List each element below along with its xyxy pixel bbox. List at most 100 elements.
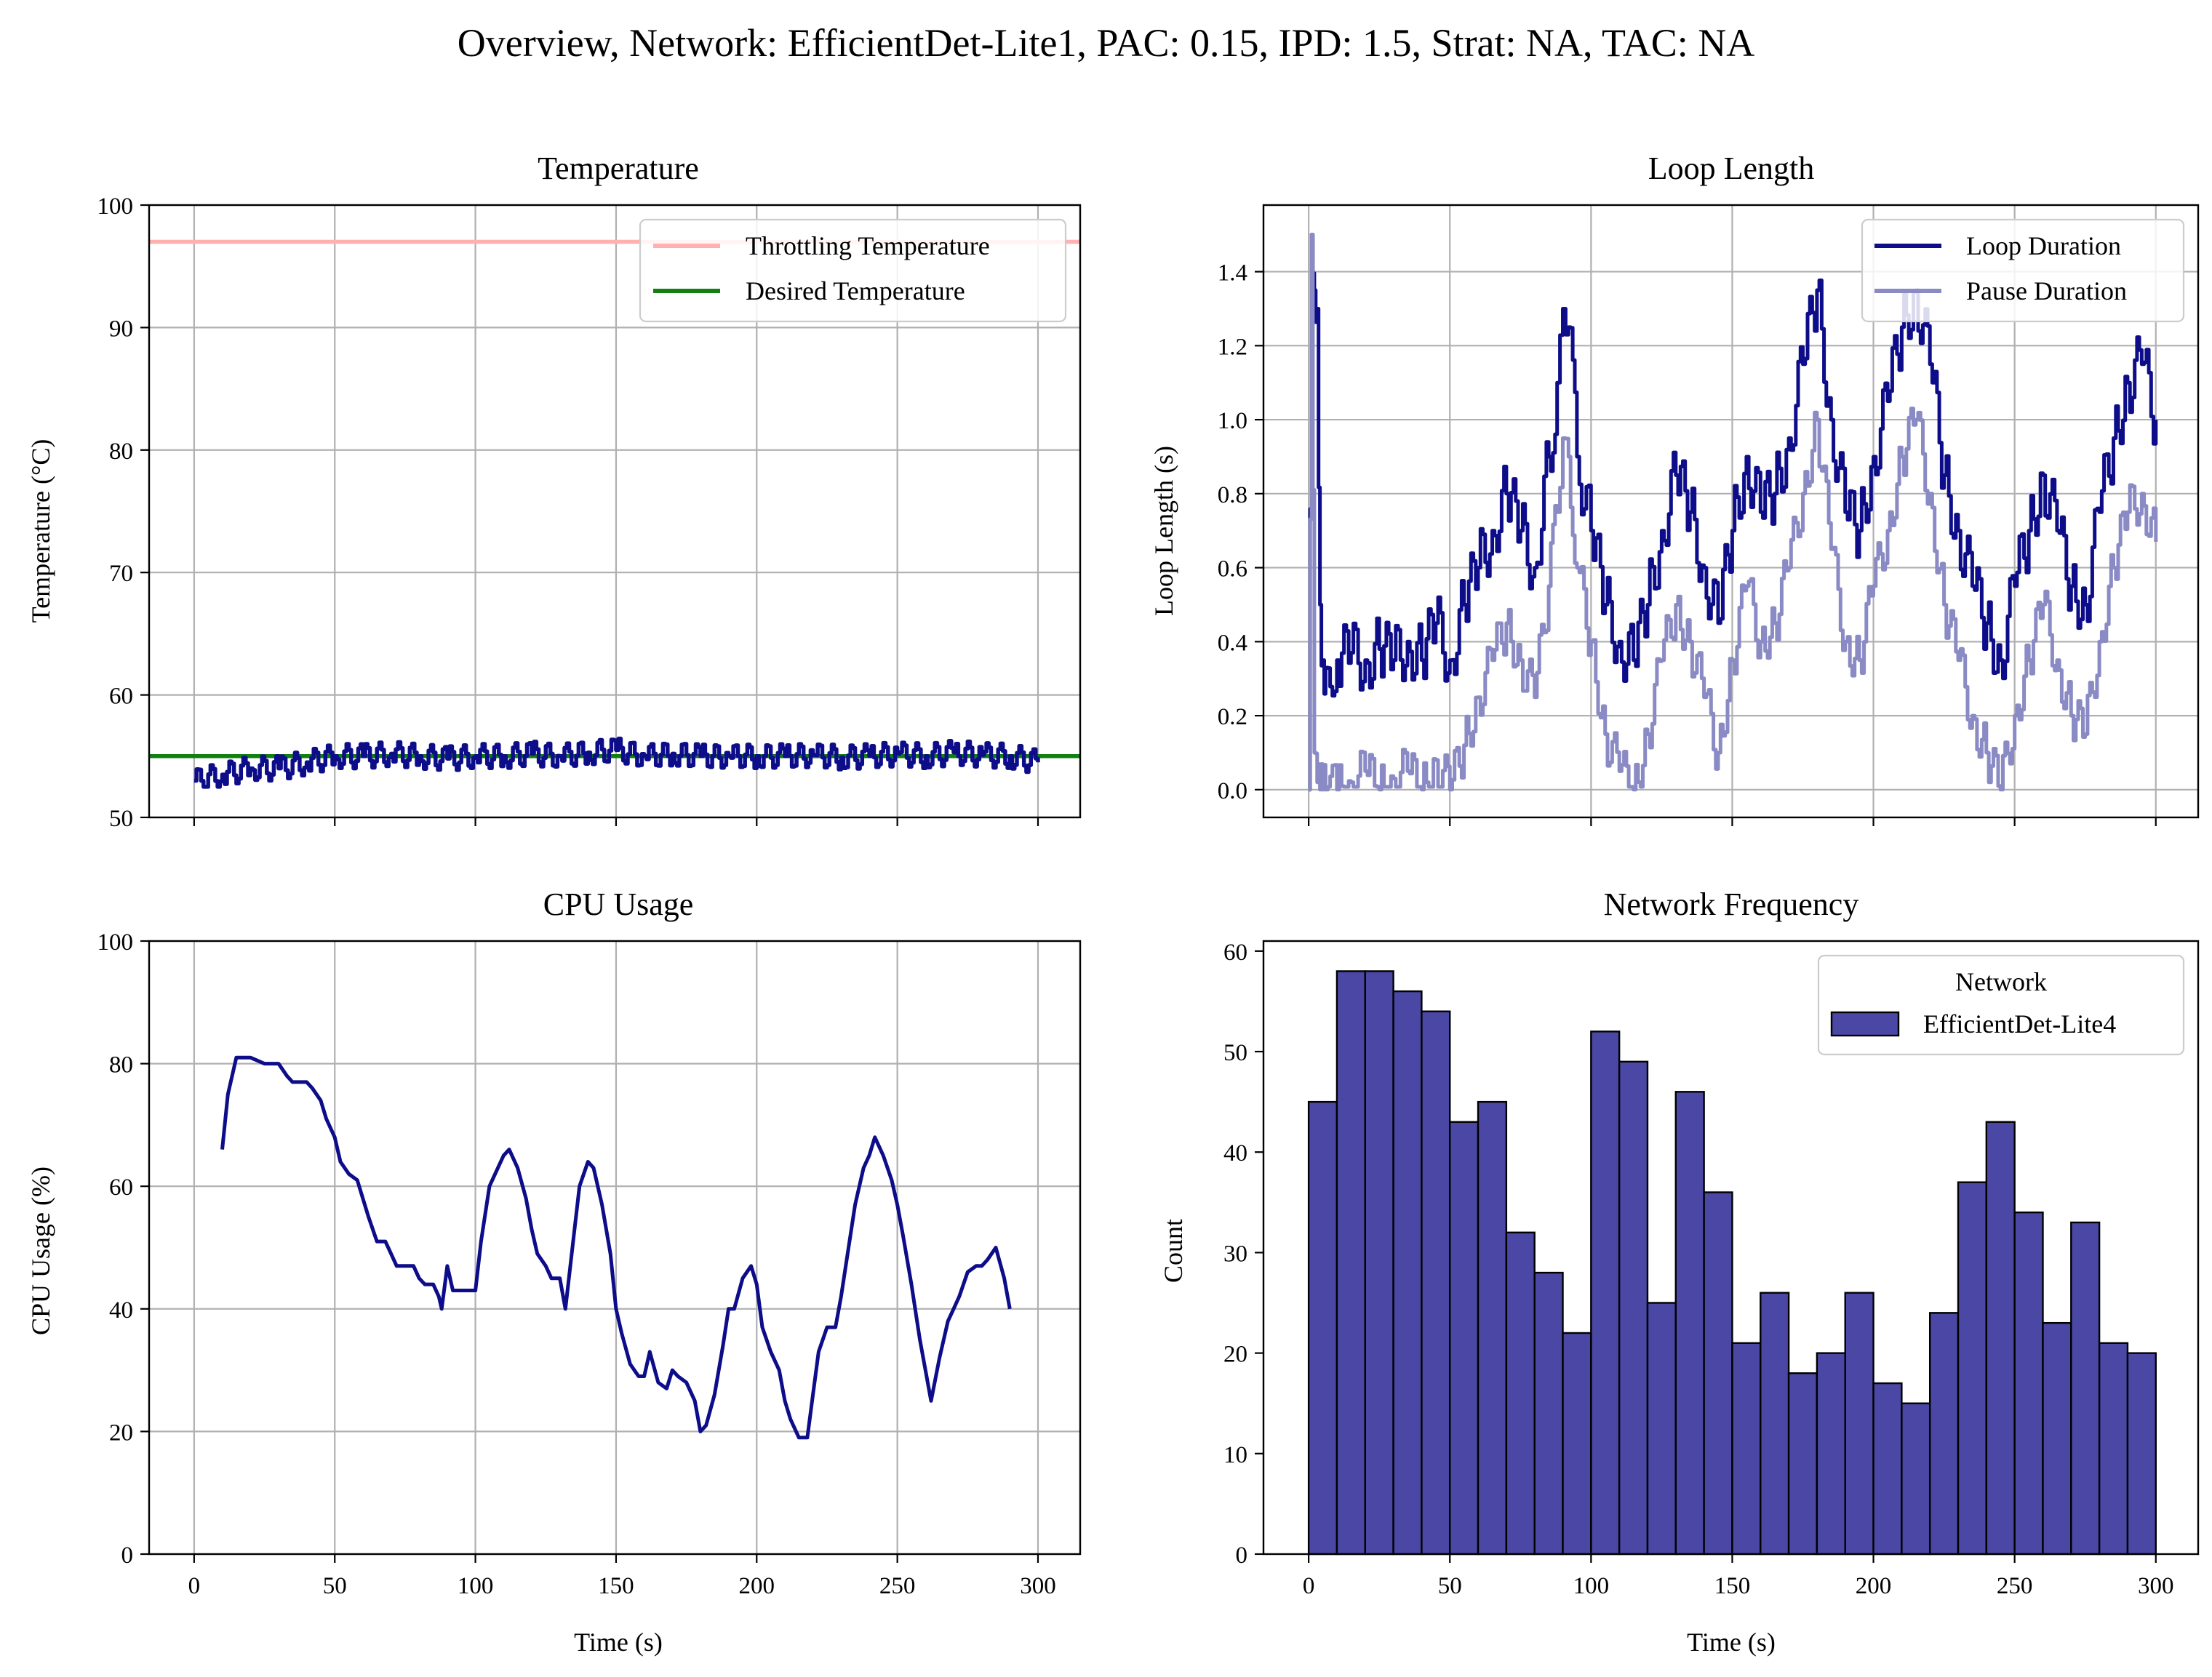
network-frequency-ytick-label-2: 20	[1223, 1342, 1247, 1368]
temperature-legend-label-throttling: Throttling Temperature	[746, 231, 990, 260]
histogram-bar-1	[1335, 970, 1366, 1556]
temperature-ytick-label-0: 50	[109, 806, 133, 832]
network-frequency-xtick-label-50: 50	[1438, 1573, 1462, 1599]
temperature-axes-frame	[148, 204, 1082, 819]
network-frequency-legend-swatch	[1830, 1011, 1900, 1037]
figure-title: Overview, Network: EfficientDet-Lite1, P…	[457, 21, 1755, 65]
network-frequency-ytick-label-1: 10	[1223, 1442, 1247, 1468]
temperature-series-0-line	[193, 736, 1040, 789]
cpu-usage-xtick-label-0: 0	[188, 1573, 201, 1599]
cpu-usage-x-axis-label: Time (s)	[574, 1628, 663, 1657]
histogram-bar-14	[1703, 1191, 1733, 1556]
histogram-bar-20	[1872, 1382, 1903, 1556]
temperature-ytick-label-5: 100	[97, 193, 134, 220]
histogram-bar-8	[1533, 1271, 1564, 1556]
histogram-bar-4	[1421, 1010, 1451, 1556]
temperature-y-axis-label: Temperature (°C)	[26, 439, 55, 623]
histogram-bar-23	[1957, 1181, 1988, 1556]
network-frequency-ytick-label-0: 0	[1236, 1542, 1248, 1569]
cpu-usage-xtick-label-200: 200	[739, 1573, 775, 1599]
cpu-usage-grid	[149, 940, 1080, 1556]
cpu-usage-ytick-label-4: 80	[109, 1052, 133, 1078]
loop-length-ytick-label-2: 0.4	[1218, 630, 1247, 656]
network-frequency-legend-label: EfficientDet-Lite4	[1923, 1009, 2116, 1038]
cpu-usage-series	[220, 1055, 1012, 1440]
temperature-panel: Temperature Temperature (°C) 50 60 70 80 90 1…	[26, 151, 1082, 832]
histogram-bar-19	[1844, 1292, 1874, 1556]
network-frequency-ytick-label-5: 50	[1223, 1040, 1247, 1066]
loop-length-ytick-label-3: 0.6	[1218, 556, 1247, 583]
loop-length-panel-title: Loop Length	[1648, 151, 1815, 186]
loop-length-legend-label-loop: Loop Duration	[1966, 231, 2121, 260]
histogram-bar-13	[1674, 1091, 1705, 1556]
histogram-bar-25	[2013, 1211, 2044, 1556]
temperature-legend-box	[639, 218, 1067, 323]
histogram-bar-12	[1646, 1302, 1677, 1556]
temperature-y-ticks: 50 60 70 80 90 100	[97, 193, 149, 832]
cpu-usage-ytick-label-5: 100	[97, 929, 134, 956]
cpu-usage-xtick-label-50: 50	[323, 1573, 347, 1599]
cpu-usage-xtick-label-100: 100	[458, 1573, 494, 1599]
histogram-bar-28	[2098, 1342, 2129, 1556]
cpu-usage-ytick-label-1: 20	[109, 1420, 133, 1446]
network-frequency-xtick-label-200: 200	[1856, 1573, 1892, 1599]
loop-length-ytick-label-5: 1.0	[1218, 408, 1247, 434]
histogram-bar-27	[2070, 1221, 2101, 1556]
temperature-ytick-label-1: 60	[109, 684, 133, 710]
cpu-usage-axes-frame	[148, 940, 1082, 1556]
network-frequency-legend: Network EfficientDet-Lite4	[1817, 954, 2185, 1056]
cpu-usage-xtick-label-250: 250	[879, 1573, 916, 1599]
network-frequency-xtick-label-300: 300	[2138, 1573, 2174, 1599]
temperature-legend: Throttling Temperature Desired Temperatu…	[639, 218, 1067, 323]
network-frequency-axes-frame	[1262, 940, 2200, 1556]
temperature-x-ticks	[193, 817, 1039, 826]
temperature-ytick-label-4: 90	[109, 316, 133, 342]
network-frequency-bars	[1307, 970, 2157, 1556]
network-frequency-panel-title: Network Frequency	[1604, 886, 1859, 922]
loop-length-ytick-label-4: 0.8	[1218, 482, 1247, 508]
cpu-usage-y-axis-label: CPU Usage (%)	[26, 1166, 55, 1335]
histogram-bar-22	[1928, 1312, 1960, 1556]
cpu-usage-series-0-line	[220, 1055, 1012, 1440]
network-frequency-ytick-label-4: 40	[1223, 1140, 1247, 1166]
loop-length-panel: Loop Length Loop Length (s) 0.0 0.2 0.4 0.6…	[1149, 151, 2200, 826]
cpu-usage-y-ticks: 0 20 40 60 80 100	[97, 929, 149, 1569]
histogram-bar-10	[1590, 1030, 1621, 1556]
histogram-bar-5	[1449, 1121, 1480, 1556]
histogram-bar-2	[1364, 970, 1394, 1556]
loop-length-y-axis-label: Loop Length (s)	[1149, 446, 1178, 616]
network-frequency-x-ticks: 0 50 100 150 200 250 300	[1303, 1554, 2174, 1599]
network-frequency-xtick-label-150: 150	[1714, 1573, 1751, 1599]
cpu-usage-x-ticks: 0 50 100 150 200 250 300	[188, 1554, 1056, 1599]
loop-length-ytick-label-6: 1.2	[1218, 334, 1247, 360]
loop-length-y-ticks: 0.0 0.2 0.4 0.6 0.8 1.0 1.2 1.4	[1218, 260, 1263, 804]
temperature-ytick-label-3: 80	[109, 439, 133, 465]
network-frequency-y-axis-label: Count	[1159, 1219, 1188, 1283]
histogram-bar-16	[1760, 1292, 1790, 1556]
histogram-bar-21	[1901, 1402, 1931, 1556]
cpu-usage-panel: CPU Usage CPU Usage (%) Time (s) 0 50 100 1…	[26, 886, 1082, 1657]
network-frequency-xtick-label-100: 100	[1573, 1573, 1610, 1599]
network-frequency-ytick-label-6: 60	[1223, 940, 1247, 966]
histogram-bar-29	[2126, 1352, 2157, 1556]
histogram-bar-3	[1392, 990, 1423, 1556]
network-frequency-y-ticks: 0 10 20 30 40 50 60	[1223, 940, 1263, 1569]
network-frequency-xtick-label-0: 0	[1303, 1573, 1315, 1599]
network-frequency-ytick-label-3: 30	[1223, 1241, 1247, 1267]
cpu-usage-xtick-label-150: 150	[598, 1573, 634, 1599]
histogram-bar-9	[1562, 1332, 1592, 1556]
histogram-bar-26	[2042, 1321, 2072, 1556]
loop-length-series-1-line	[1308, 233, 2158, 792]
cpu-usage-panel-title: CPU Usage	[543, 886, 694, 922]
histogram-bar-17	[1787, 1372, 1818, 1556]
histogram-bar-0	[1307, 1100, 1338, 1556]
cpu-usage-ytick-label-0: 0	[121, 1542, 134, 1569]
histogram-bar-11	[1618, 1060, 1649, 1556]
temperature-ytick-label-2: 70	[109, 561, 133, 587]
loop-length-ytick-label-7: 1.4	[1218, 260, 1247, 287]
histogram-bar-7	[1505, 1231, 1536, 1556]
loop-length-ytick-label-0: 0.0	[1218, 778, 1247, 804]
temperature-series	[193, 736, 1040, 789]
network-frequency-legend-box	[1817, 954, 2185, 1056]
